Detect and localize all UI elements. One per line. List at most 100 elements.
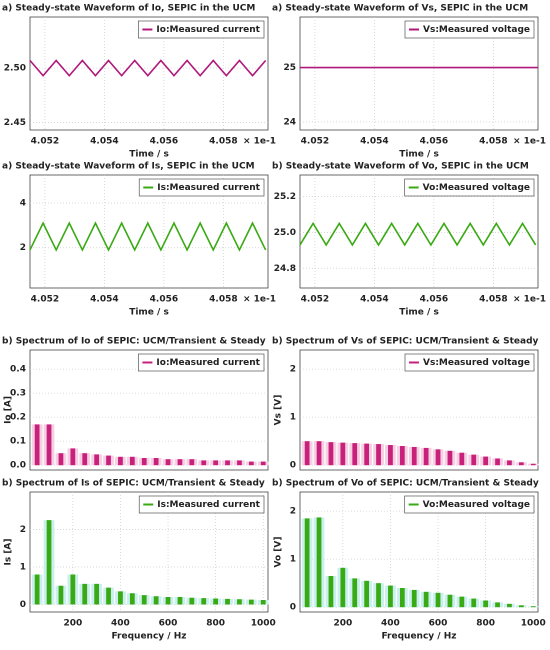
bar <box>376 444 381 466</box>
bar <box>260 600 266 605</box>
bar <box>518 605 524 608</box>
legend-label: Vo:Measured voltage <box>423 500 530 510</box>
x-tick-label: 400 <box>111 619 130 629</box>
y-axis-label: Io [A] <box>4 396 14 424</box>
bar <box>237 599 242 605</box>
bar <box>411 589 417 608</box>
chart-title: b) Spectrum of Vs of SEPIC: UCM/Transien… <box>272 337 539 347</box>
bar <box>225 460 230 466</box>
bar <box>189 459 195 466</box>
legend-box <box>138 495 265 514</box>
y-tick-label: 24 <box>283 117 296 127</box>
chart-title: a) Steady-state Waveform of Vs, SEPIC in… <box>272 4 528 14</box>
legend-label: Is:Measured current <box>157 183 260 193</box>
x-tick-label: 600 <box>429 619 448 629</box>
bar <box>225 598 230 605</box>
y-axis-label: Vo [V] <box>274 537 284 568</box>
x-tick-label: 1000 <box>251 619 276 629</box>
bar <box>248 599 254 605</box>
y-tick-label: 2 <box>20 525 26 535</box>
bar <box>213 460 219 466</box>
bar <box>165 459 171 466</box>
bar <box>518 462 524 466</box>
bar <box>46 520 52 605</box>
x-tick-label: 4.052 <box>31 137 59 147</box>
x-tick-label: 4.058 <box>209 295 237 305</box>
bar <box>177 597 183 605</box>
x-tick-label: 4.054 <box>360 295 388 305</box>
x-axis-label: Frequency / Hz <box>381 632 456 642</box>
bar <box>388 585 393 608</box>
x-tick-label: 4.058 <box>479 295 507 305</box>
chart-title: b) Spectrum of Io of SEPIC: UCM/Transien… <box>2 337 266 347</box>
legend: Vs:Measured voltage <box>404 20 535 39</box>
bar <box>340 567 346 608</box>
bar <box>237 460 242 466</box>
x-axis-label: Time / s <box>129 308 169 318</box>
bar <box>399 588 405 608</box>
line-series <box>29 59 267 77</box>
y-tick-label: 0.2 <box>10 413 26 423</box>
bar <box>316 441 322 466</box>
bar <box>471 598 477 608</box>
bar <box>507 603 512 608</box>
bar <box>447 450 453 466</box>
y-tick-label: 2.50 <box>4 64 26 74</box>
bar <box>153 596 159 605</box>
bar <box>388 445 393 466</box>
x-tick-label: 4.056 <box>150 137 178 147</box>
bar <box>46 424 52 466</box>
chart-title: a) Steady-state Waveform of Is, SEPIC in… <box>2 162 255 172</box>
legend-label: Vs:Measured voltage <box>423 25 530 35</box>
bar <box>106 455 111 466</box>
x-tick-label: 4.052 <box>301 295 329 305</box>
x-scale-label: × 1e-1 <box>513 137 546 147</box>
x-axis-label: Frequency / Hz <box>111 632 186 642</box>
bar <box>34 424 40 466</box>
bar <box>411 446 417 466</box>
bar <box>304 518 310 608</box>
bar <box>459 596 465 608</box>
bar <box>106 587 111 605</box>
x-tick-label: 600 <box>159 619 178 629</box>
x-tick-label: 1000 <box>521 619 546 629</box>
bar <box>530 606 536 608</box>
chart-title: b) Spectrum of Is of SEPIC: UCM/Transien… <box>2 479 265 489</box>
legend-label: Io:Measured current <box>156 358 260 368</box>
bar <box>447 594 453 608</box>
x-tick-label: 4.056 <box>150 295 178 305</box>
bar <box>435 592 441 608</box>
bar <box>423 447 429 466</box>
y-tick-label: 25.0 <box>274 228 296 238</box>
y-tick-label: 24.8 <box>274 264 296 274</box>
bar <box>352 578 358 608</box>
bar <box>248 461 254 466</box>
x-tick-label: 4.056 <box>420 137 448 147</box>
bar <box>129 593 135 605</box>
bar <box>177 459 183 466</box>
bar <box>141 458 147 466</box>
bar <box>70 448 76 466</box>
legend-label: Vo:Measured voltage <box>423 183 530 193</box>
legend: Vs:Measured voltage <box>404 353 535 372</box>
x-axis-label: Time / s <box>129 150 169 160</box>
bar <box>165 597 171 605</box>
x-tick-label: 4.058 <box>209 137 237 147</box>
y-tick-label: 1 <box>290 413 296 423</box>
x-tick-label: 4.056 <box>420 295 448 305</box>
line-series <box>299 221 537 247</box>
y-tick-label: 0 <box>290 603 296 613</box>
y-tick-label: 1 <box>20 563 26 573</box>
bar <box>352 443 358 466</box>
y-tick-label: 0.1 <box>10 437 26 447</box>
y-tick-label: 2 <box>290 507 296 517</box>
bar <box>483 456 489 466</box>
line-series <box>29 221 267 252</box>
bar <box>495 458 500 466</box>
bar <box>530 463 536 466</box>
legend-label: Vs:Measured voltage <box>423 358 530 368</box>
bar <box>118 456 123 466</box>
bar <box>328 442 334 466</box>
bar <box>304 441 310 466</box>
